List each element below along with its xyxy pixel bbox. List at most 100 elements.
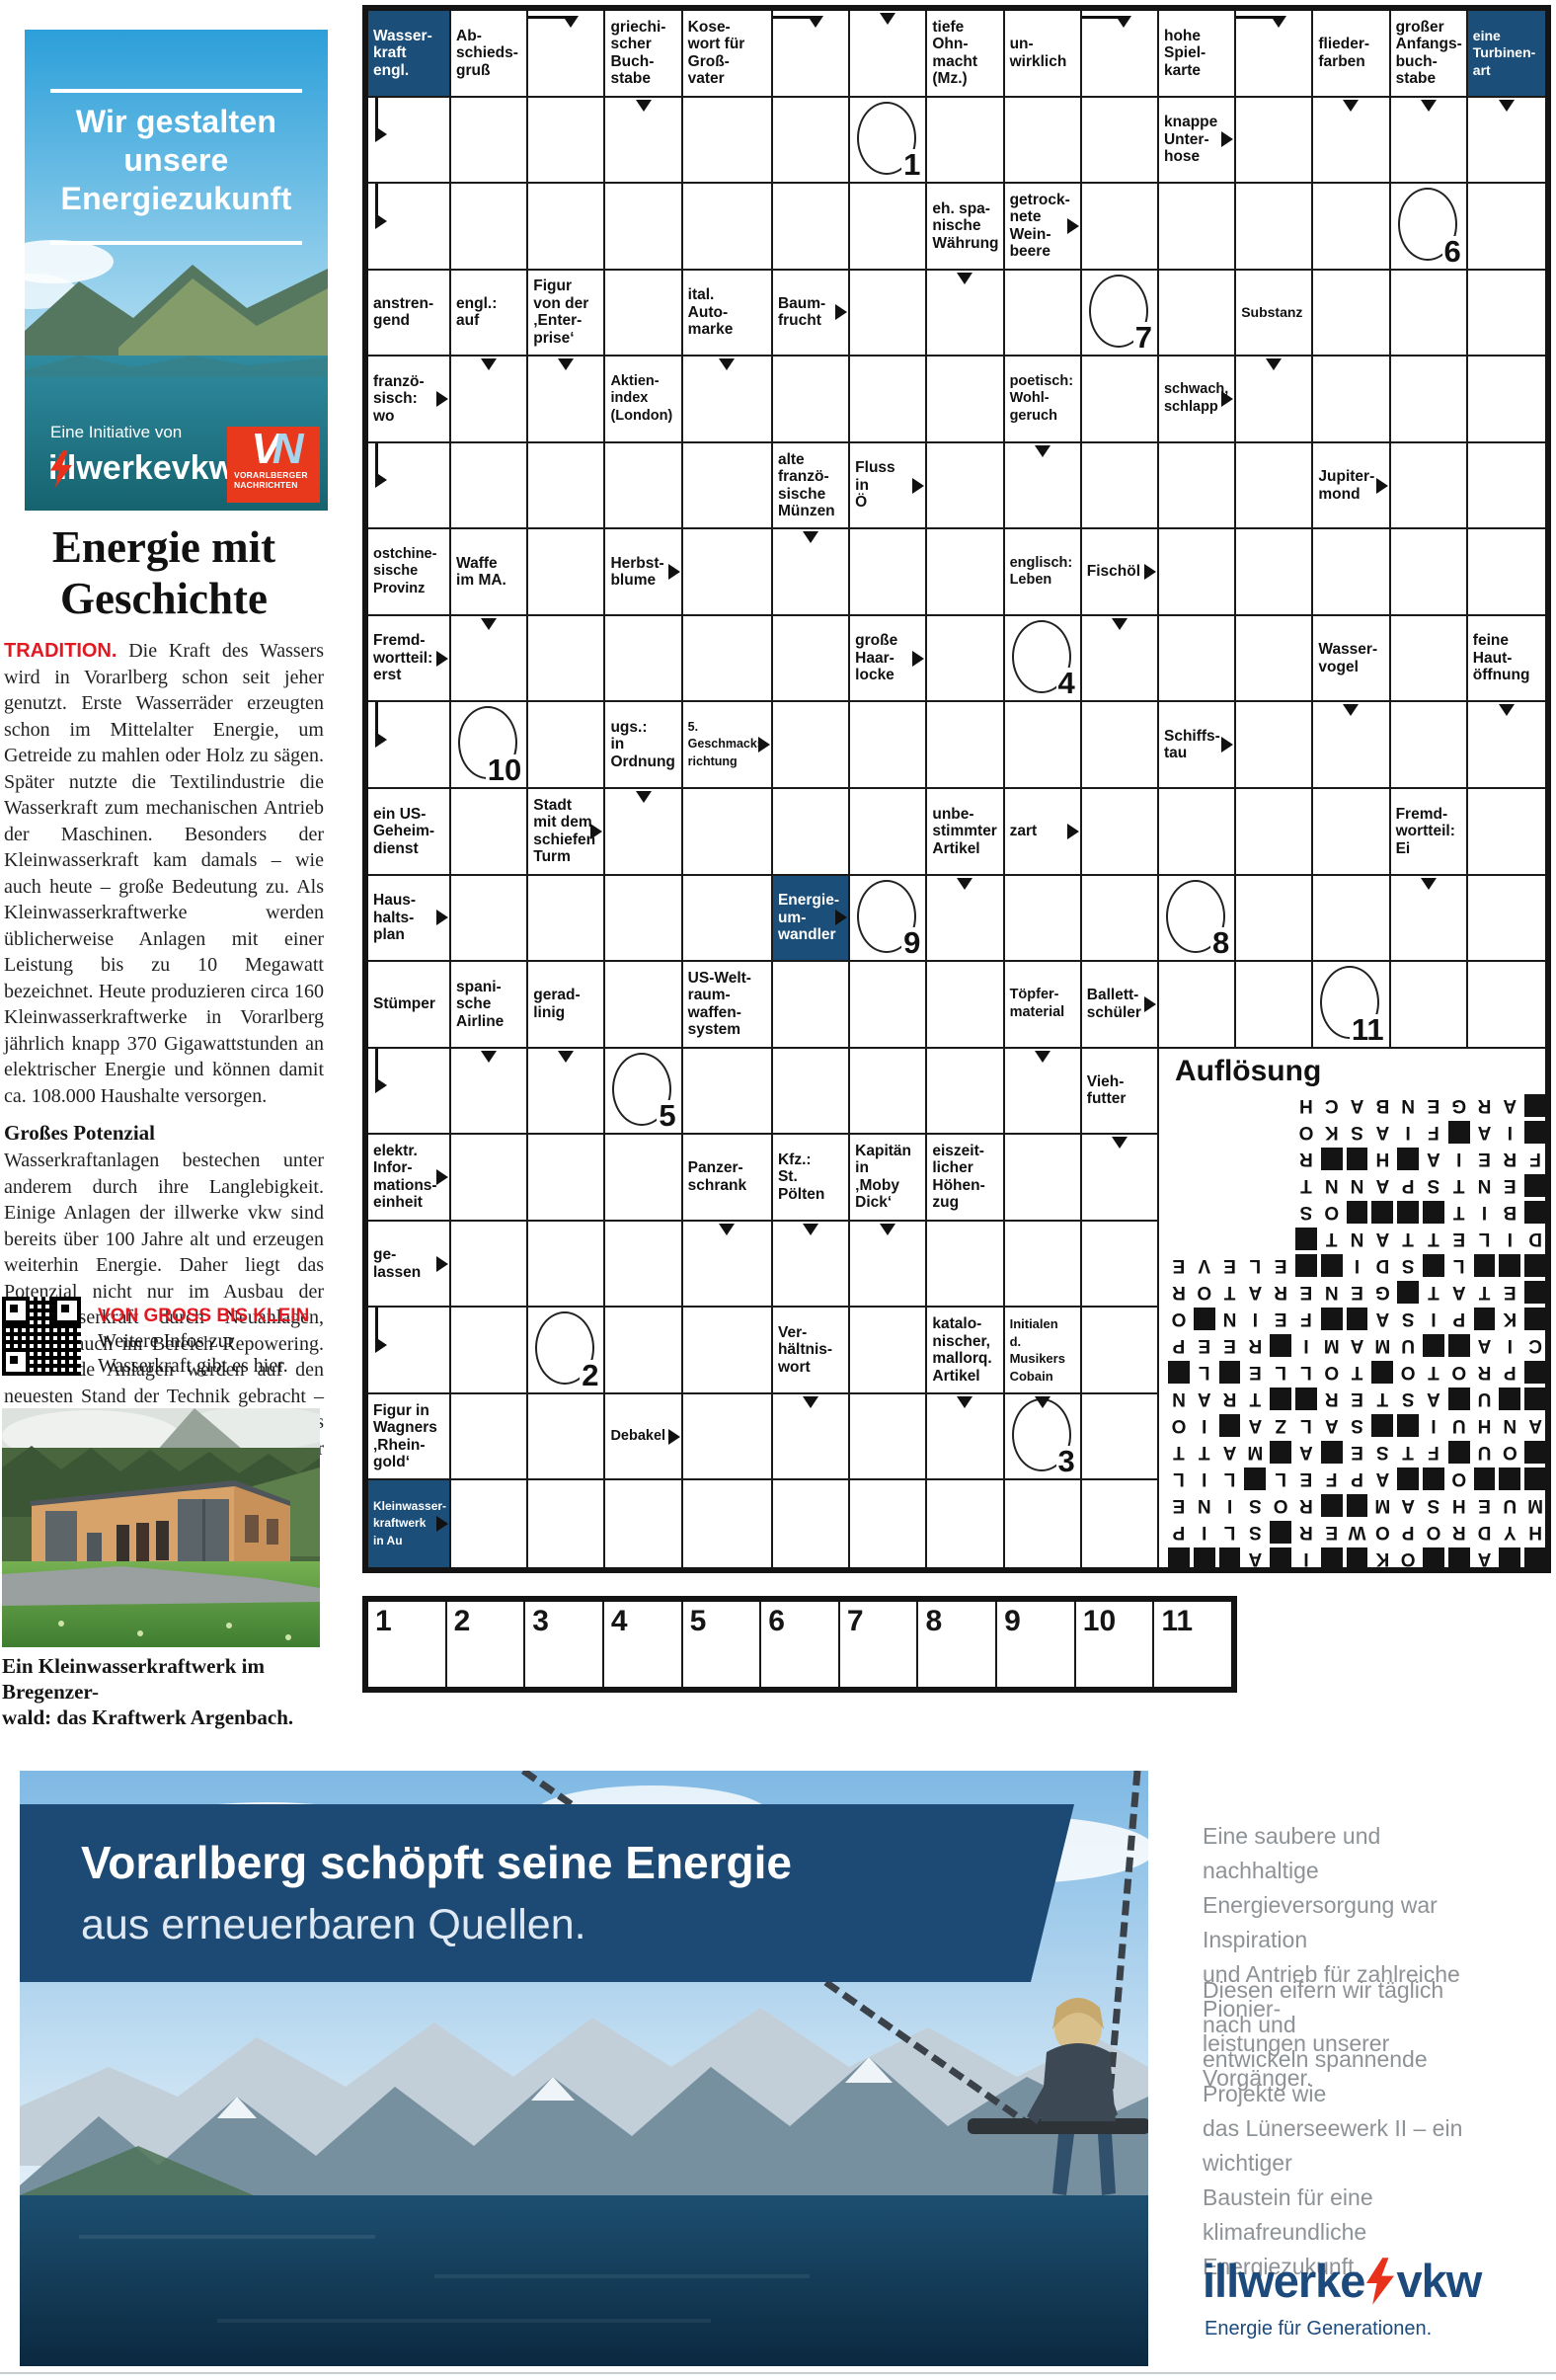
answer-cell[interactable]: [1390, 962, 1468, 1049]
strip-cell[interactable]: 5: [682, 1602, 762, 1687]
answer-cell[interactable]: [1467, 962, 1545, 1049]
answer-cell[interactable]: [368, 1048, 452, 1136]
answer-cell[interactable]: [772, 702, 851, 789]
strip-cell[interactable]: 3: [525, 1602, 604, 1687]
strip-cell[interactable]: 8: [918, 1602, 998, 1687]
answer-cell[interactable]: [850, 789, 928, 876]
answer-cell[interactable]: [682, 875, 773, 963]
answer-cell[interactable]: 1: [850, 97, 928, 185]
answer-cell[interactable]: [1236, 357, 1314, 443]
answer-cell[interactable]: [451, 1480, 529, 1567]
strip-cell[interactable]: 11: [1154, 1602, 1232, 1687]
strip-cell[interactable]: 2: [446, 1602, 526, 1687]
answer-cell[interactable]: [927, 1221, 1005, 1309]
answer-cell[interactable]: [927, 1480, 1005, 1567]
answer-cell[interactable]: [605, 270, 683, 357]
answer-cell[interactable]: [451, 1048, 529, 1136]
answer-cell[interactable]: [1467, 875, 1545, 963]
answer-cell[interactable]: [1313, 357, 1391, 443]
answer-cell[interactable]: [1313, 270, 1391, 357]
answer-cell[interactable]: [1081, 1135, 1159, 1222]
answer-cell[interactable]: [1004, 702, 1082, 789]
answer-cell[interactable]: [368, 1308, 452, 1394]
answer-cell[interactable]: [528, 615, 606, 703]
answer-cell[interactable]: [528, 529, 606, 616]
answer-cell[interactable]: [1236, 702, 1314, 789]
answer-cell[interactable]: [528, 702, 606, 789]
answer-cell[interactable]: [682, 1221, 773, 1309]
answer-cell[interactable]: [850, 962, 928, 1049]
answer-cell[interactable]: [772, 357, 851, 443]
answer-cell[interactable]: [1467, 789, 1545, 876]
answer-cell[interactable]: [1004, 1135, 1082, 1222]
answer-cell[interactable]: [368, 97, 452, 185]
answer-cell[interactable]: [1236, 97, 1314, 185]
answer-cell[interactable]: [1081, 615, 1159, 703]
answer-cell[interactable]: [1467, 442, 1545, 530]
answer-cell[interactable]: [451, 442, 529, 530]
answer-cell[interactable]: [682, 1308, 773, 1394]
strip-cell[interactable]: 7: [839, 1602, 919, 1687]
answer-cell[interactable]: [1390, 357, 1468, 443]
strip-cell[interactable]: 6: [761, 1602, 840, 1687]
answer-cell[interactable]: [451, 1393, 529, 1481]
answer-cell[interactable]: [772, 1221, 851, 1309]
answer-cell[interactable]: [927, 1048, 1005, 1136]
answer-cell[interactable]: [1004, 1221, 1082, 1309]
strip-cell[interactable]: 1: [368, 1602, 447, 1687]
answer-cell[interactable]: [682, 1393, 773, 1481]
answer-cell[interactable]: [1467, 97, 1545, 185]
answer-cell[interactable]: [682, 184, 773, 271]
answer-cell[interactable]: [1390, 615, 1468, 703]
answer-cell[interactable]: [1467, 270, 1545, 357]
answer-cell[interactable]: [682, 357, 773, 443]
answer-cell[interactable]: [1236, 11, 1314, 98]
answer-cell[interactable]: [772, 1048, 851, 1136]
answer-cell[interactable]: [682, 1048, 773, 1136]
answer-cell[interactable]: [451, 875, 529, 963]
answer-cell[interactable]: [528, 442, 606, 530]
answer-cell[interactable]: [772, 184, 851, 271]
answer-cell[interactable]: [1004, 1048, 1082, 1136]
answer-cell[interactable]: [1236, 529, 1314, 616]
answer-cell[interactable]: [605, 1480, 683, 1567]
answer-cell[interactable]: [1158, 529, 1237, 616]
answer-cell[interactable]: [1081, 442, 1159, 530]
strip-cell[interactable]: 10: [1075, 1602, 1155, 1687]
answer-cell[interactable]: 2: [528, 1308, 606, 1394]
answer-cell[interactable]: 9: [850, 875, 928, 963]
answer-cell[interactable]: [528, 1221, 606, 1309]
answer-cell[interactable]: [772, 962, 851, 1049]
answer-cell[interactable]: [1313, 875, 1391, 963]
answer-cell[interactable]: [927, 962, 1005, 1049]
answer-cell[interactable]: [528, 1135, 606, 1222]
answer-cell[interactable]: [1236, 442, 1314, 530]
answer-cell[interactable]: [1467, 184, 1545, 271]
answer-cell[interactable]: [772, 529, 851, 616]
answer-cell[interactable]: [850, 1393, 928, 1481]
answer-cell[interactable]: [1236, 789, 1314, 876]
answer-cell[interactable]: [1081, 875, 1159, 963]
answer-cell[interactable]: [682, 789, 773, 876]
answer-cell[interactable]: [1313, 702, 1391, 789]
answer-cell[interactable]: [451, 1135, 529, 1222]
answer-cell[interactable]: [1158, 789, 1237, 876]
answer-cell[interactable]: [1313, 529, 1391, 616]
answer-cell[interactable]: [1081, 1221, 1159, 1309]
answer-cell[interactable]: 3: [1004, 1393, 1082, 1481]
strip-cell[interactable]: 4: [603, 1602, 683, 1687]
answer-cell[interactable]: [927, 97, 1005, 185]
answer-cell[interactable]: [850, 270, 928, 357]
answer-cell[interactable]: [451, 1221, 529, 1309]
answer-cell[interactable]: [850, 357, 928, 443]
answer-cell[interactable]: [850, 1221, 928, 1309]
answer-cell[interactable]: [1004, 875, 1082, 963]
answer-cell[interactable]: [682, 1480, 773, 1567]
answer-cell[interactable]: [682, 615, 773, 703]
answer-cell[interactable]: [1158, 615, 1237, 703]
answer-cell[interactable]: 7: [1081, 270, 1159, 357]
answer-cell[interactable]: [1004, 97, 1082, 185]
answer-cell[interactable]: [1390, 442, 1468, 530]
answer-cell[interactable]: [1313, 789, 1391, 876]
answer-cell[interactable]: [927, 615, 1005, 703]
